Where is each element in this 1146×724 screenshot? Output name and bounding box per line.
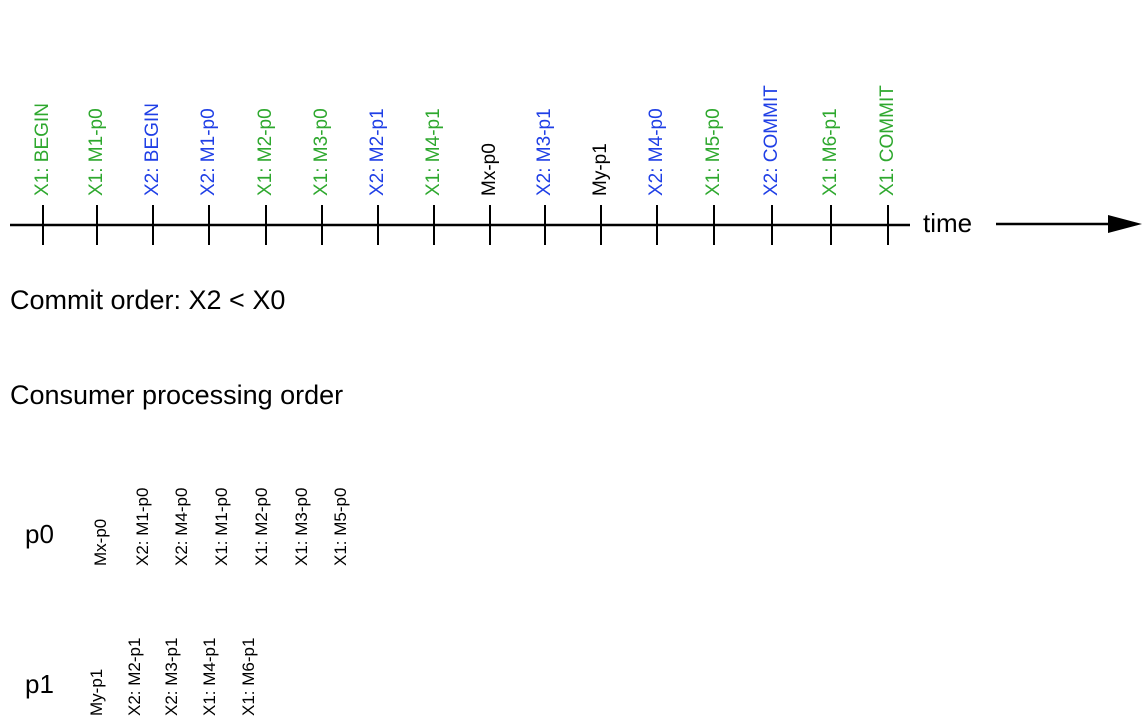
timeline-event-label: X2: BEGIN [142, 103, 163, 196]
consumer-message-label: X1: M6-p1 [239, 637, 258, 716]
commit-order-text: Commit order: X2 < X0 [10, 285, 286, 315]
timeline-event-label: My-p1 [590, 143, 611, 196]
timeline-event-label: X1: M5-p0 [703, 108, 724, 196]
timeline-ticks [42, 205, 889, 245]
consumer-message-label: Mx-p0 [91, 518, 110, 566]
timeline-event-label: Mx-p0 [479, 143, 500, 196]
timeline-event-label: X1: M2-p0 [255, 108, 276, 196]
timeline-event-label: X1: M6-p1 [820, 108, 841, 196]
consumer-message-label: X2: M1-p0 [133, 487, 152, 566]
partition-p0-label: p0 [25, 519, 54, 549]
timeline-event-label: X2: COMMIT [761, 85, 782, 196]
consumer-message-label: X1: M1-p0 [212, 487, 231, 566]
timeline-event-label: X1: BEGIN [32, 103, 53, 196]
consumer-message-label: X2: M4-p0 [172, 487, 191, 566]
partition-p1-label: p1 [25, 669, 54, 699]
timeline-event-label: X1: M1-p0 [86, 108, 107, 196]
consumer-message-label: X1: M5-p0 [331, 487, 350, 566]
time-axis-label: time [923, 208, 973, 238]
timeline-event-label: X2: M4-p0 [646, 108, 667, 196]
timeline-event-label: X2: M2-p1 [367, 108, 388, 196]
consumer-message-label: My-p1 [87, 668, 106, 716]
timeline-event-label: X1: COMMIT [877, 85, 898, 196]
consumer-message-label: X2: M3-p1 [162, 637, 181, 716]
consumer-processing-title: Consumer processing order [10, 380, 344, 410]
timeline-event-label: X1: M4-p1 [423, 108, 444, 196]
consumer-message-label: X1: M4-p1 [200, 637, 219, 716]
consumer-message-label: X2: M2-p1 [125, 637, 144, 716]
consumer-message-label: X1: M3-p0 [292, 487, 311, 566]
consumer-message-label: X1: M2-p0 [252, 487, 271, 566]
timeline-event-label: X2: M1-p0 [198, 108, 219, 196]
time-arrow-head [1108, 215, 1142, 233]
timeline-event-label: X2: M3-p1 [534, 108, 555, 196]
timeline-event-label: X1: M3-p0 [311, 108, 332, 196]
